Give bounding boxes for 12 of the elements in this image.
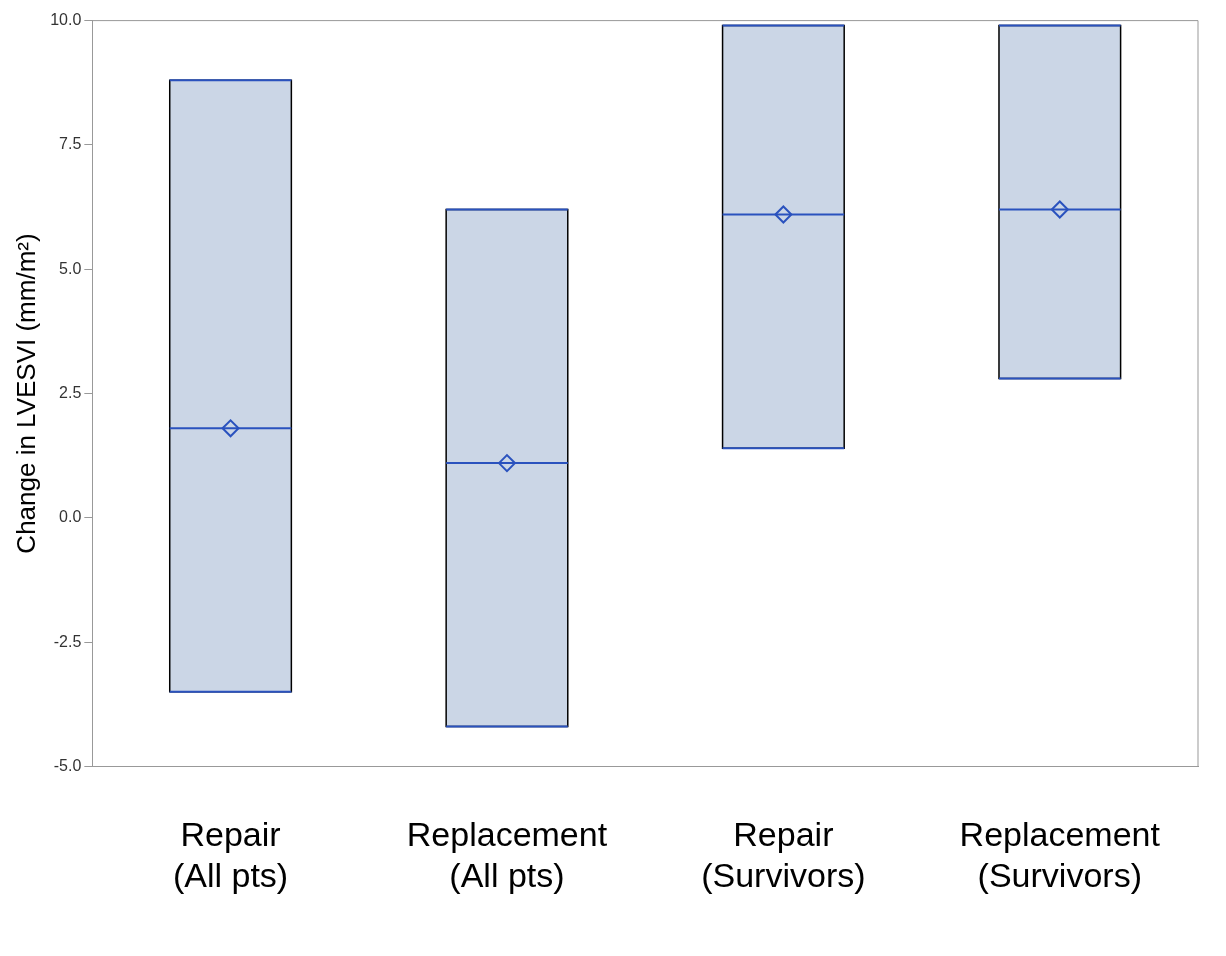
y-tick-label: 5.0: [59, 259, 82, 277]
y-tick-label: 10.0: [50, 11, 82, 29]
y-tick-label: 7.5: [59, 135, 82, 153]
x-tick-label: Replacement (Survivors): [959, 815, 1161, 894]
y-tick-label: -5.0: [53, 756, 82, 774]
y-tick-label: 0.0: [59, 508, 82, 526]
x-tick-label: Repair (Survivors): [701, 815, 866, 894]
y-tick-label: 2.5: [59, 383, 82, 401]
y-axis-title: Change in LVESVI (mm/m²): [10, 233, 41, 554]
y-tick-label: -2.5: [53, 632, 82, 650]
x-tick-label: Replacement (All pts): [406, 815, 608, 894]
x-tick-label: Repair (All pts): [172, 815, 289, 894]
